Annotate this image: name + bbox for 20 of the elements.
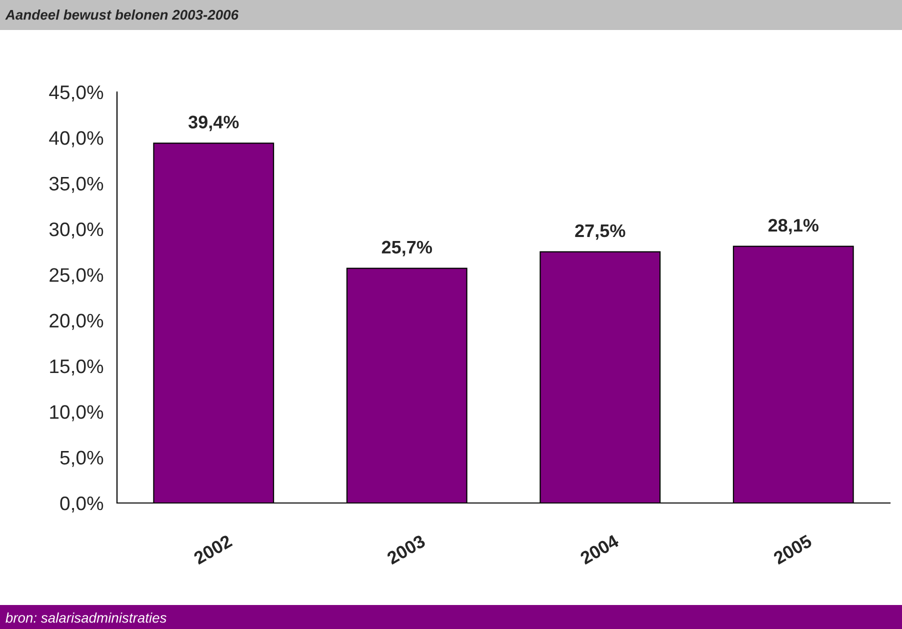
y-tick-label: 30,0%: [49, 222, 104, 239]
data-label: 39,4%: [188, 116, 239, 132]
y-tick-label: 10,0%: [50, 405, 104, 422]
y-tick-label: 15,0%: [50, 359, 104, 376]
y-tick-label: 5,0%: [60, 450, 104, 467]
y-tick-label: 40,0%: [49, 131, 104, 148]
data-label: 25,7%: [382, 240, 432, 256]
data-label: 27,5%: [575, 224, 626, 240]
y-tick-label: 45,0%: [49, 85, 104, 102]
y-tick-label: 20,0%: [50, 314, 104, 330]
y-tick-label: 25,0%: [50, 268, 104, 284]
x-tick-label: 2005: [772, 534, 813, 565]
y-tick-label: 35,0%: [49, 176, 104, 193]
data-label: 28,1%: [768, 218, 818, 234]
x-tick-label: 2003: [386, 534, 426, 565]
y-tick-label: 0,0%: [60, 496, 104, 513]
chart-title: Aandeel bewust belonen 2003-2006: [5, 10, 239, 20]
text: bron: salarisadministraties: [6, 612, 166, 623]
x-tick-label: 2004: [579, 534, 620, 565]
x-tick-label: 2002: [192, 534, 233, 565]
